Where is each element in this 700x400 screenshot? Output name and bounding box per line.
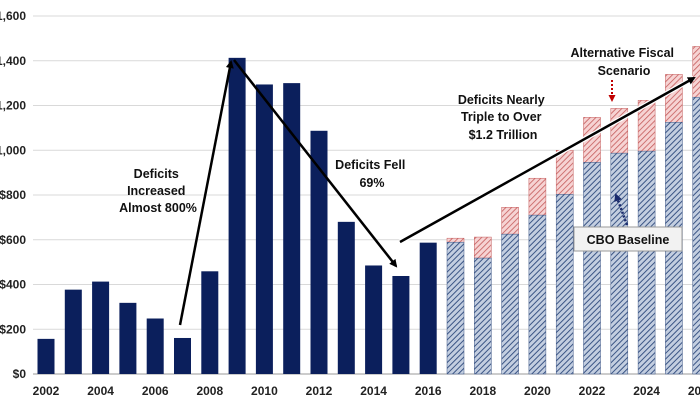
cbo-baseline-bar: [446, 241, 465, 375]
x-tick-label: 2004: [87, 384, 114, 398]
actual-deficit-bar: [337, 221, 355, 374]
alt-scenario-annotation: Alternative Fiscal Scenario: [571, 46, 678, 78]
cbo-baseline-bar: [610, 152, 629, 375]
actual-deficit-bar: [174, 337, 191, 374]
cbo-baseline-bar: [583, 162, 601, 375]
actual-deficit-bar: [92, 281, 110, 374]
triple-line-1: Deficits Nearly: [458, 93, 545, 107]
actual-deficit-bar: [146, 318, 164, 374]
fell-arrow: [233, 59, 398, 268]
x-tick-label: 2008: [196, 384, 223, 398]
increase-arrow: [178, 60, 234, 326]
x-tick-label: 2006: [142, 384, 169, 398]
alternative-scenario-bar: [665, 74, 683, 123]
x-tick-label: 2022: [579, 384, 606, 398]
x-tick-label: 2018: [469, 384, 496, 398]
x-tick-label: 2002: [33, 384, 60, 398]
y-tick-label: $600: [0, 233, 26, 247]
y-tick-label: $0: [13, 367, 27, 381]
actual-deficit-bar: [419, 242, 437, 374]
alt-line-2: Scenario: [598, 64, 651, 78]
increase-line-2: Increased: [127, 184, 185, 198]
x-tick-label: 2020: [524, 384, 551, 398]
fell-line-2: 69%: [359, 176, 384, 190]
y-tick-label: $1,600: [0, 9, 26, 23]
actual-deficit-bar: [37, 338, 55, 374]
y-tick-label: $400: [0, 278, 26, 292]
cbo-baseline-text: CBO Baseline: [587, 233, 670, 247]
fell-annotation: Deficits Fell 69%: [335, 158, 409, 190]
baseline-arrow: [614, 193, 629, 226]
x-tick-label: 2012: [306, 384, 333, 398]
x-tick-label: 2010: [251, 384, 278, 398]
alternative-scenario-bar: [692, 46, 700, 98]
actual-deficit-bar: [310, 130, 328, 374]
actual-deficit-bar: [228, 57, 246, 375]
triple-arrow: [399, 76, 696, 244]
x-tick-label: 2016: [415, 384, 442, 398]
alternative-scenario-bar: [501, 207, 519, 235]
triple-line-2: Triple to Over: [461, 110, 542, 124]
increase-line-1: Deficits: [134, 167, 179, 181]
cbo-baseline-bar: [692, 96, 700, 375]
alternative-scenario-bar: [446, 237, 465, 243]
triple-line-3: $1.2 Trillion: [469, 128, 538, 142]
alternative-scenario-bar: [474, 236, 492, 259]
cbo-baseline-bar: [637, 150, 656, 375]
actual-deficit-bar: [119, 302, 137, 374]
alternative-scenario-bar: [555, 150, 574, 195]
fell-line-1: Deficits Fell: [335, 158, 405, 172]
y-tick-label: $200: [0, 322, 26, 336]
triple-annotation: Deficits Nearly Triple to Over $1.2 Tril…: [458, 93, 548, 142]
actual-deficit-bar: [392, 275, 410, 374]
y-tick-label: $1,000: [0, 143, 26, 157]
increase-line-3: Almost 800%: [119, 201, 197, 215]
y-tick-label: $1,200: [0, 99, 26, 113]
actual-deficit-bar: [255, 84, 273, 374]
cbo-baseline-label: CBO Baseline: [573, 226, 683, 252]
actual-deficit-bar: [201, 271, 219, 374]
increase-annotation: Deficits Increased Almost 800%: [119, 167, 197, 215]
actual-deficit-bar: [283, 83, 301, 374]
y-tick-label: $1,400: [0, 54, 26, 68]
x-tick-label: 2014: [360, 384, 387, 398]
cbo-baseline-bar: [474, 257, 492, 375]
actual-deficit-bar: [64, 289, 82, 374]
cbo-baseline-bar: [501, 233, 519, 375]
cbo-baseline-bar: [555, 194, 574, 375]
x-tick-label: 2026: [688, 384, 700, 398]
alt-line-1: Alternative Fiscal: [571, 46, 675, 60]
cbo-baseline-bar: [528, 214, 547, 375]
x-tick-label: 2024: [633, 384, 660, 398]
actual-deficit-bar: [365, 265, 383, 374]
alternative-scenario-bar: [528, 177, 547, 216]
y-tick-label: $800: [0, 188, 26, 202]
